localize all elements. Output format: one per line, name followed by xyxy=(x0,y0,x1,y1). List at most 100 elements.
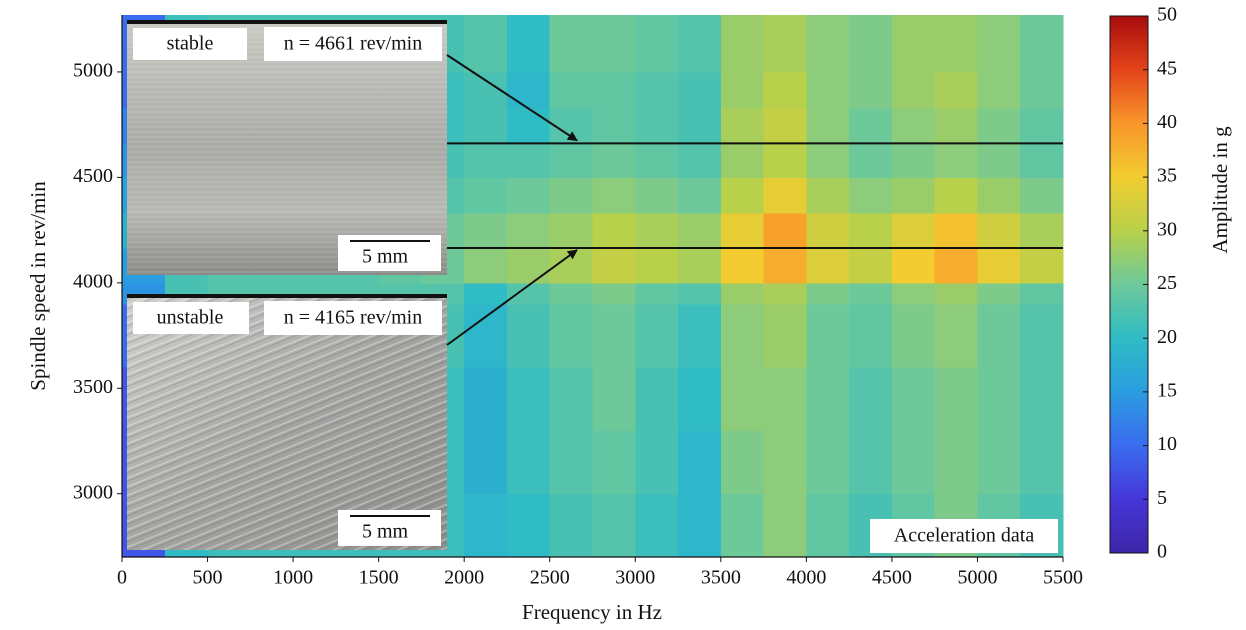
label-box xyxy=(264,27,442,61)
heatmap-cell xyxy=(678,213,722,249)
y-tick-label: 5000 xyxy=(73,60,113,82)
heatmap-cell xyxy=(506,15,551,73)
heatmap-cell xyxy=(763,367,807,431)
heatmap-cell xyxy=(678,493,722,558)
heatmap-cell xyxy=(592,107,636,144)
speed-label: n = 4661 rev/min xyxy=(284,33,423,55)
colorbar-tick-label: 15 xyxy=(1157,379,1177,401)
heatmap-cell xyxy=(635,107,679,144)
heatmap-cell xyxy=(977,177,1021,214)
colorbar-tick-label: 25 xyxy=(1157,272,1177,294)
heatmap-cell xyxy=(720,303,765,368)
label-box xyxy=(264,301,442,335)
heatmap-cell xyxy=(635,282,679,305)
heatmap-cell xyxy=(806,282,850,305)
heatmap-cell xyxy=(592,248,636,284)
heatmap-cell xyxy=(678,303,722,368)
heatmap-cell xyxy=(592,282,636,305)
heatmap-cell xyxy=(849,107,893,144)
heatmap-cell xyxy=(720,248,765,284)
heatmap-cell xyxy=(464,248,508,284)
heatmap-cell xyxy=(592,71,636,109)
heatmap-cell xyxy=(720,430,765,495)
x-tick-label: 5000 xyxy=(957,567,997,589)
heatmap-cell xyxy=(678,430,722,495)
heatmap-cell xyxy=(635,71,679,109)
heatmap-cell xyxy=(1020,71,1064,109)
heatmap-cell xyxy=(549,430,593,495)
colorbar-tick-label: 40 xyxy=(1157,111,1177,133)
heatmap-cell xyxy=(977,15,1021,73)
heatmap-cell xyxy=(806,71,850,109)
heatmap-cell xyxy=(506,493,551,558)
heatmap-cell xyxy=(592,430,636,495)
heatmap-cell xyxy=(934,71,978,109)
heatmap-cell xyxy=(891,107,936,144)
heatmap-cell xyxy=(977,303,1021,368)
arrow xyxy=(446,249,578,346)
inset-label: unstable xyxy=(157,307,224,329)
heatmap-cell xyxy=(464,107,508,144)
inset-label: stable xyxy=(167,33,214,55)
colorbar xyxy=(1109,15,1149,554)
heatmap-cell xyxy=(464,303,508,368)
heatmap-cell xyxy=(720,177,765,214)
heatmap-cell xyxy=(549,303,593,368)
heatmap-cell xyxy=(891,248,936,284)
colorbar-tick-label: 5 xyxy=(1157,487,1167,509)
heatmap-cell xyxy=(977,367,1021,431)
heatmap-cell xyxy=(806,213,850,249)
heatmap-cell xyxy=(934,248,978,284)
y-tick-label: 4000 xyxy=(73,270,113,292)
heatmap-cell xyxy=(1020,107,1064,144)
x-tick-label: 2500 xyxy=(530,567,570,589)
annotation: Acceleration data xyxy=(894,525,1035,547)
x-tick-label: 1000 xyxy=(273,567,313,589)
heatmap-cell xyxy=(635,430,679,495)
heatmap-cell xyxy=(849,282,893,305)
heatmap-cell xyxy=(549,367,593,431)
heatmap-cell xyxy=(763,430,807,495)
heatmap-cell xyxy=(806,303,850,368)
heatmap-cell xyxy=(934,15,978,73)
heatmap-cell xyxy=(891,143,936,178)
overlay: stable n = 4661 rev/min 5 mm unstable n = 41… xyxy=(127,20,1063,553)
heatmap-cell xyxy=(1020,367,1064,431)
heatmap-cell xyxy=(464,493,508,558)
heatmap-cell xyxy=(506,303,551,368)
heatmap-cell xyxy=(464,15,508,73)
heatmap-cell xyxy=(678,177,722,214)
heatmap-cell xyxy=(891,303,936,368)
heatmap-cell xyxy=(549,213,593,249)
arrow xyxy=(446,54,578,142)
heatmap-cell xyxy=(1020,15,1064,73)
heatmap-cell xyxy=(678,367,722,431)
heatmap-cell xyxy=(506,107,551,144)
heatmap-cell xyxy=(506,430,551,495)
heatmap-cell xyxy=(977,430,1021,495)
x-tick-label: 2000 xyxy=(444,567,484,589)
heatmap-cell xyxy=(549,493,593,558)
heatmap-cell xyxy=(678,15,722,73)
heatmap-cell xyxy=(720,107,765,144)
heatmap-cell xyxy=(763,107,807,144)
label-box xyxy=(133,28,247,60)
annotation-box xyxy=(870,519,1058,553)
x-tick-label: 500 xyxy=(193,567,223,589)
heatmap-cell xyxy=(934,367,978,431)
heatmap-cell xyxy=(1020,248,1064,284)
heatmap-cell xyxy=(1020,303,1064,368)
heatmap-cell xyxy=(849,303,893,368)
heatmap-cell xyxy=(592,143,636,178)
heatmap-cell xyxy=(1020,213,1064,249)
heatmap-cell xyxy=(977,71,1021,109)
heatmap-cell xyxy=(506,177,551,214)
heatmap-cell xyxy=(806,493,850,558)
heatmap-cell xyxy=(763,213,807,249)
heatmap-cell xyxy=(1020,430,1064,495)
heatmap-cell xyxy=(635,143,679,178)
heatmap-cell xyxy=(934,430,978,495)
heatmap-cell xyxy=(806,177,850,214)
heatmap-cell xyxy=(806,430,850,495)
